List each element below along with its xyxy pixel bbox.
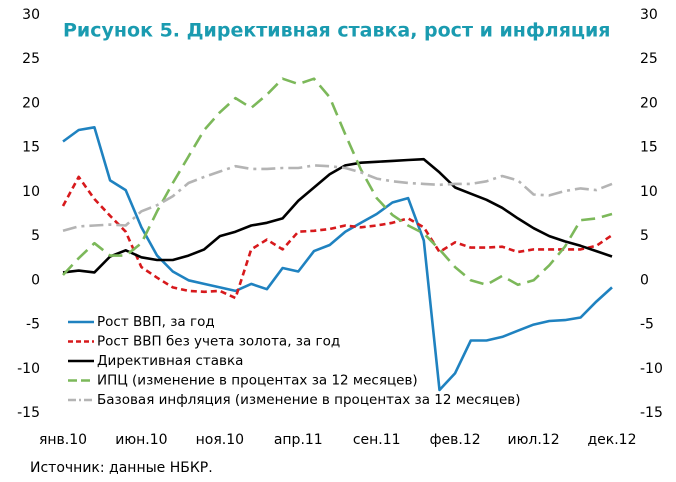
chart-title: Рисунок 5. Директивная ставка, рост и ин… bbox=[63, 20, 611, 42]
series-line bbox=[61, 175, 613, 300]
y-tick-label: 20 bbox=[22, 95, 40, 111]
x-tick-label: фев.12 bbox=[430, 432, 481, 448]
y2-tick-label: 20 bbox=[640, 95, 658, 111]
legend-label: Рост ВВП, за год bbox=[97, 314, 215, 330]
y-tick-label: -15 bbox=[17, 405, 40, 421]
y-tick-label: 15 bbox=[22, 140, 40, 156]
y2-tick-label: -10 bbox=[640, 361, 663, 377]
legend-label: Рост ВВП без учета золота, за год bbox=[97, 334, 340, 350]
y-tick-label: 25 bbox=[22, 51, 40, 67]
source-note: Источник: данные НБКР. bbox=[30, 460, 213, 476]
series-line bbox=[62, 126, 613, 392]
x-tick-label: дек.12 bbox=[587, 432, 636, 448]
x-tick-label: ноя.10 bbox=[196, 432, 244, 448]
series-line bbox=[62, 164, 613, 233]
y-tick-label: -10 bbox=[17, 361, 40, 377]
legend-label: Базовая инфляция (изменение в процентах … bbox=[97, 392, 521, 408]
y2-tick-label: 30 bbox=[640, 7, 658, 23]
x-tick-label: сен.11 bbox=[353, 432, 401, 448]
y2-tick-label: 15 bbox=[640, 140, 658, 156]
y-tick-label: 10 bbox=[22, 184, 40, 200]
x-tick-label: янв.10 bbox=[39, 432, 87, 448]
y2-tick-label: 10 bbox=[640, 184, 658, 200]
y-tick-label: 0 bbox=[31, 272, 40, 288]
y-tick-label: 5 bbox=[31, 228, 40, 244]
series-line bbox=[62, 77, 613, 287]
y-tick-label: -5 bbox=[26, 317, 40, 333]
y2-tick-label: -15 bbox=[640, 405, 663, 421]
y2-tick-label: 5 bbox=[640, 228, 649, 244]
x-tick-label: июл.12 bbox=[508, 432, 560, 448]
series-line bbox=[62, 157, 613, 274]
y2-tick-label: 25 bbox=[640, 51, 658, 67]
y2-tick-label: -5 bbox=[640, 317, 654, 333]
legend-label: ИПЦ (изменение в процентах за 12 месяцев… bbox=[97, 373, 418, 389]
x-tick-label: июн.10 bbox=[115, 432, 167, 448]
legend-label: Директивная ставка bbox=[97, 353, 243, 369]
y-tick-label: 30 bbox=[22, 7, 40, 23]
y2-tick-label: 0 bbox=[640, 272, 649, 288]
x-tick-label: апр.11 bbox=[274, 432, 323, 448]
